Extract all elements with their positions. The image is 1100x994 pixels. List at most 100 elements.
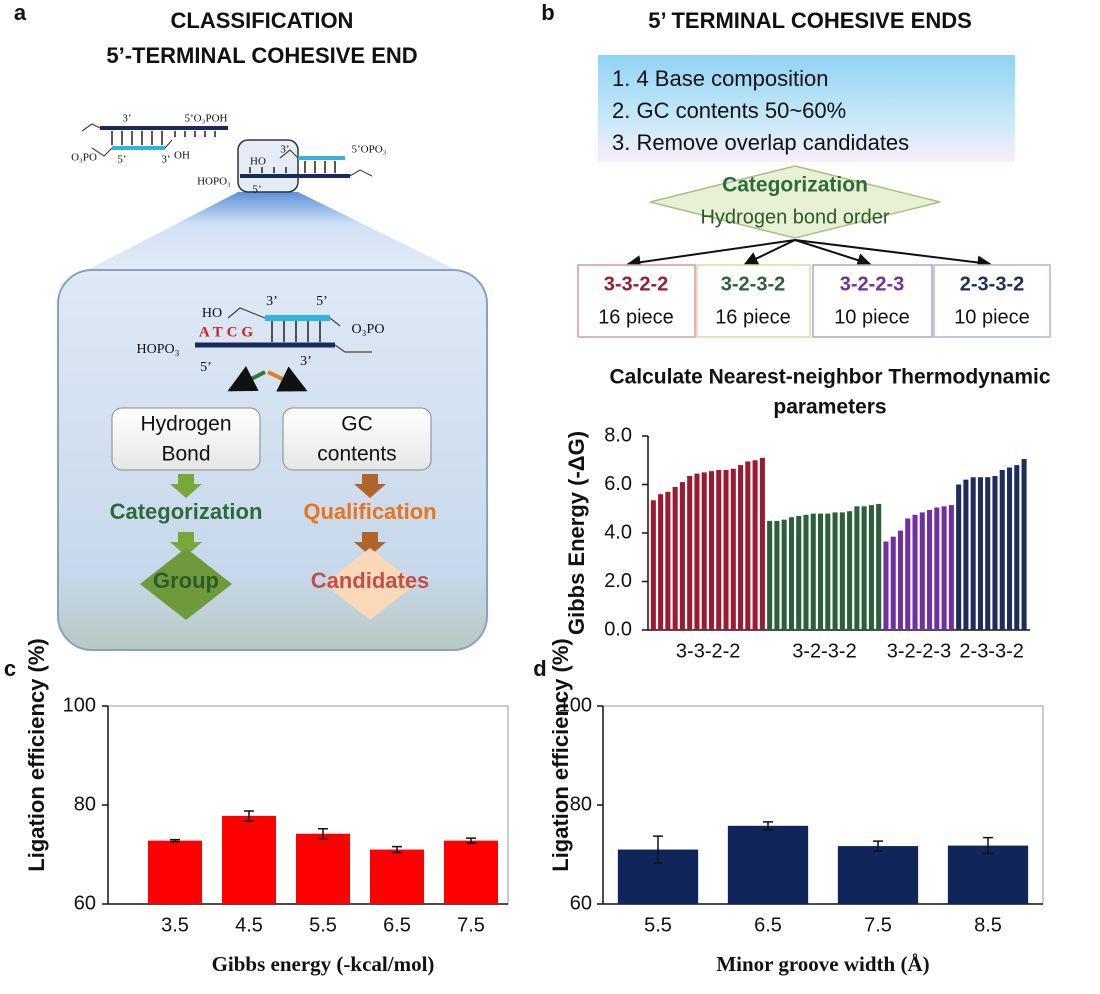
bar — [745, 461, 751, 630]
bar — [837, 846, 919, 904]
group-diamond — [140, 548, 232, 620]
branch-arrows — [626, 239, 992, 270]
backbone — [279, 149, 373, 177]
box-label: GC — [341, 413, 373, 436]
y-axis-label: Ligation efficiency (%) — [548, 638, 573, 871]
bar — [927, 509, 933, 630]
y-tick-label: 60 — [570, 892, 592, 914]
step-label: Categorization — [110, 499, 263, 524]
bar — [788, 517, 794, 630]
bar — [948, 505, 954, 630]
decision-title: Categorization — [722, 174, 868, 197]
bar — [999, 469, 1005, 630]
result-label: Group — [153, 568, 219, 593]
bar — [897, 530, 904, 630]
decision-diamond — [649, 165, 941, 239]
bar — [1014, 465, 1020, 630]
dna-label: OH — [174, 150, 190, 162]
bar — [825, 513, 831, 630]
bar — [708, 471, 715, 630]
bar — [817, 513, 824, 630]
sequence: ATCG — [199, 324, 257, 340]
y-tick-label: 4.0 — [604, 521, 632, 543]
bar — [985, 477, 991, 630]
bar — [665, 491, 671, 630]
error-bar — [392, 845, 402, 854]
x-tick-label: 5.5 — [309, 914, 337, 936]
group-count: 10 piece — [834, 306, 910, 328]
y-tick-label: 2.0 — [604, 570, 632, 592]
bar — [977, 477, 983, 630]
bar — [947, 845, 1029, 904]
error-bar — [653, 835, 663, 864]
magnifier-frame — [237, 139, 299, 193]
bar — [730, 468, 736, 630]
backbone — [227, 307, 372, 353]
bar — [941, 506, 947, 630]
bar — [868, 505, 874, 630]
x-tick-label: 7.5 — [864, 914, 892, 936]
bar — [658, 494, 664, 630]
y-axis-label: Ligation efficiency (%) — [24, 638, 49, 871]
hydrogen-box — [111, 407, 261, 471]
x-tick-label: 5.5 — [644, 914, 672, 936]
y-tick-label: 0.0 — [604, 618, 632, 640]
group-count: 16 piece — [598, 306, 674, 328]
dna-label: 5’ — [200, 360, 212, 375]
y-tick-label: 8.0 — [604, 424, 632, 446]
dna-label: HO — [202, 306, 222, 321]
bar — [832, 512, 838, 630]
bar — [650, 500, 656, 630]
bar — [694, 473, 700, 630]
bar — [796, 516, 802, 630]
bar — [723, 469, 729, 630]
error-bar — [170, 838, 180, 843]
chart-title: Calculate Nearest-neighbor Thermodynamic — [609, 366, 1050, 389]
x-tick-label: 6.5 — [383, 914, 411, 936]
x-tick-label: 2-3-3-2 — [959, 640, 1023, 662]
bar — [934, 507, 940, 630]
x-tick-label: 8.5 — [974, 914, 1002, 936]
bar — [701, 472, 707, 630]
panel-label: b — [541, 0, 554, 25]
x-axis-label: Minor groove width (Å) — [716, 952, 929, 976]
panel-label: d — [533, 656, 546, 681]
bar — [781, 519, 787, 630]
dna-label: 5’OPO₃ — [351, 144, 386, 156]
bar — [672, 486, 678, 630]
x-tick-label: 6.5 — [754, 914, 782, 936]
bar — [738, 465, 744, 630]
bar — [221, 815, 277, 904]
y-tick-label: 100 — [559, 694, 592, 716]
dna-label: 5’ — [252, 184, 261, 196]
dna-label: 3’ — [122, 113, 131, 125]
criterion: 1. 4 Base composition — [612, 66, 828, 91]
dna-label: 5’ — [117, 154, 126, 166]
group-code: 3-2-3-2 — [721, 273, 785, 295]
panel-a-diagram — [57, 123, 488, 651]
backbone — [81, 123, 173, 157]
bar — [854, 506, 860, 630]
bar — [847, 511, 853, 630]
base-pairs — [271, 321, 321, 342]
bar — [687, 476, 693, 630]
gc-box — [282, 407, 432, 471]
bar — [876, 503, 882, 630]
error-bar — [763, 821, 773, 831]
x-tick-label: 3.5 — [161, 914, 189, 936]
down-arrows — [170, 474, 202, 556]
bar — [883, 541, 889, 630]
bar — [1006, 467, 1013, 630]
bar — [810, 513, 816, 630]
x-tick-label: 7.5 — [457, 914, 485, 936]
dna-label: 3’ — [161, 154, 170, 166]
y-tick-label: 100 — [63, 694, 96, 716]
group-count: 16 piece — [715, 306, 791, 328]
group-code: 3-3-2-2 — [604, 273, 668, 295]
dna-label: 5’O₃POH — [185, 113, 228, 125]
magnifier-beam — [58, 192, 487, 285]
panel-label: a — [14, 0, 27, 25]
bar — [970, 477, 976, 630]
box-label: contents — [317, 443, 396, 466]
